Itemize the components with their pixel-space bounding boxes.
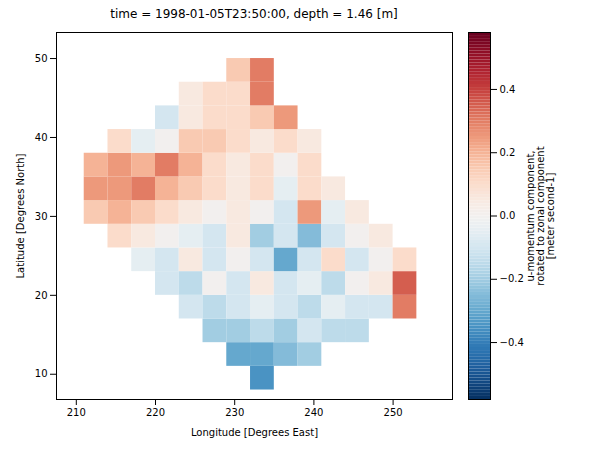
svg-text:−0.2: −0.2 bbox=[500, 273, 524, 284]
svg-text:10: 10 bbox=[35, 368, 48, 379]
svg-text:230: 230 bbox=[225, 407, 244, 418]
html-text:time = 1998-01-05T23:50:00, de: time = 1998-01-05T23:50:00, depth = 1.46… bbox=[110, 7, 398, 21]
svg-text:50: 50 bbox=[35, 53, 48, 64]
svg-text:250: 250 bbox=[384, 407, 403, 418]
svg-text:40: 40 bbox=[35, 132, 48, 143]
svg-text:u-momentum component,rotated t: u-momentum component,rotated to zonal co… bbox=[525, 146, 556, 285]
svg-text:0.4: 0.4 bbox=[500, 84, 516, 95]
svg-text:210: 210 bbox=[67, 407, 86, 418]
svg-text:Longitude [Degrees East]: Longitude [Degrees East] bbox=[191, 427, 318, 438]
svg-text:0.0: 0.0 bbox=[500, 210, 516, 221]
svg-text:0.2: 0.2 bbox=[500, 147, 516, 158]
svg-text:220: 220 bbox=[146, 407, 165, 418]
svg-text:Latitude [Degrees North]: Latitude [Degrees North] bbox=[15, 153, 26, 278]
svg-text:−0.4: −0.4 bbox=[500, 337, 524, 348]
svg-text:30: 30 bbox=[35, 211, 48, 222]
svg-text:20: 20 bbox=[35, 290, 48, 301]
svg-text:240: 240 bbox=[304, 407, 323, 418]
